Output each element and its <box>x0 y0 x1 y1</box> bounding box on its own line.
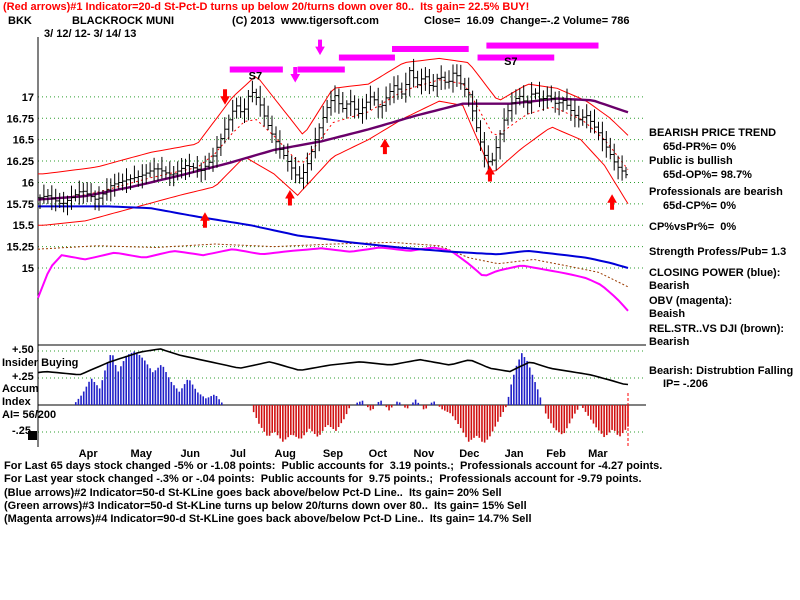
buy-arrow <box>285 189 295 206</box>
ma65-line <box>37 97 629 201</box>
upper-band-line <box>38 57 629 175</box>
red-arrows-signal-legend: (Red arrows)#1 Indicator=20-d St-Pct-D t… <box>3 1 530 13</box>
accum-index-line <box>37 348 629 386</box>
month-label: Sep <box>323 448 343 460</box>
month-label: Feb <box>546 448 566 460</box>
resistance-bars <box>229 42 599 73</box>
price-tick-label: 15 <box>22 263 34 275</box>
buy-arrow <box>380 138 390 155</box>
buy-arrow <box>485 166 495 182</box>
lower-scale-label: -.25 <box>12 425 31 437</box>
signal-arrows <box>200 39 617 228</box>
resistance-bar <box>477 54 555 61</box>
month-label: Aug <box>275 448 296 460</box>
date-range: 3/ 12/ 12- 3/ 14/ 13 <box>44 28 137 40</box>
s7-labels: S7 S7 <box>249 56 518 83</box>
resistance-bar <box>229 66 283 73</box>
magenta-arrows-signal-legend: (Magenta arrows)#4 Indicator=90-d St-KLi… <box>4 513 532 525</box>
blue-arrows-signal-legend: (Blue arrows)#2 Indicator=50-d St-KLine … <box>4 487 502 499</box>
sell-arrow <box>315 39 325 56</box>
price-tick-label: 16.75 <box>6 113 34 125</box>
month-label: Dec <box>459 448 479 460</box>
copyright-text: (C) 2013 www.tigersoft.com <box>232 15 379 27</box>
quote-summary: Close= 16.09 Change=-.2 Volume= 786 <box>424 15 630 27</box>
axis-marker <box>28 431 37 440</box>
ticker-symbol: BKK <box>8 15 32 27</box>
buy-arrow <box>607 194 617 210</box>
insider-accum-label: Index <box>2 396 31 408</box>
month-label: Apr <box>79 448 99 460</box>
month-label: Jun <box>180 448 200 460</box>
month-axis-labels: Apr May Jun Jul Aug Sep Oct Nov Dec Jan Feb Mar <box>79 448 609 460</box>
mid-band-dotted-line <box>38 79 629 201</box>
price-gridlines <box>38 96 646 433</box>
price-tick-label: 16.5 <box>13 135 34 147</box>
price-tick-label: 15.25 <box>6 242 34 254</box>
sell-arrow <box>290 66 301 83</box>
sell-arrow <box>220 89 230 105</box>
month-label: Jan <box>505 448 524 460</box>
resistance-bar <box>392 45 469 52</box>
price-tick-label: 16 <box>22 177 34 189</box>
buy-arrow <box>200 212 210 228</box>
lower-scale-label: +.25 <box>12 371 34 383</box>
resistance-bar <box>297 66 345 73</box>
price-tick-label: 15.75 <box>6 199 34 211</box>
obv-line <box>37 246 629 312</box>
price-tick-label: 17 <box>22 92 34 104</box>
insider-accum-label: Accum <box>2 383 39 395</box>
month-label: Jul <box>230 448 246 460</box>
closing-power-line <box>38 205 629 269</box>
lower-scale-label: +.50 <box>12 344 34 356</box>
month-label: Oct <box>369 448 388 460</box>
month-label: Mar <box>588 448 608 460</box>
resistance-bar <box>486 42 599 49</box>
green-arrows-signal-legend: (Green arrows)#3 Indicator=50-d St-KLine… <box>4 500 527 512</box>
price-tick-label: 15.5 <box>13 220 34 232</box>
resistance-bar <box>338 54 395 61</box>
footer-line-2: For Last year stock changed -.3% or -.04… <box>4 473 642 485</box>
footer-line-1: For Last 65 days stock changed -5% or -1… <box>4 460 663 472</box>
price-tick-label: 16.25 <box>6 156 34 168</box>
s7-label: S7 <box>504 56 517 68</box>
insider-accum-histogram <box>74 351 629 443</box>
insider-accum-label: AI= 56/200 <box>2 409 57 421</box>
month-label: May <box>131 448 153 460</box>
month-label: Nov <box>413 448 435 460</box>
insider-accum-label: Insider Buying <box>2 357 79 369</box>
price-tick-labels: 17 16.75 16.5 16.25 16 15.75 15.5 15.25 15 <box>6 92 34 275</box>
s7-label: S7 <box>249 71 262 83</box>
candlestick-series <box>38 58 628 216</box>
security-name: BLACKROCK MUNI <box>72 15 175 27</box>
